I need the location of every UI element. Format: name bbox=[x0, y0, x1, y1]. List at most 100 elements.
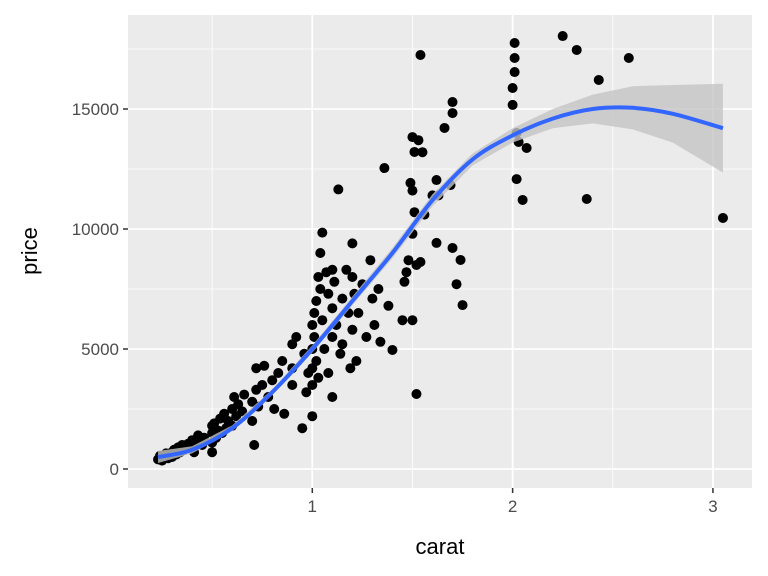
point bbox=[269, 403, 280, 414]
point bbox=[593, 74, 604, 85]
point bbox=[447, 242, 458, 253]
point bbox=[439, 122, 450, 133]
point bbox=[335, 348, 346, 359]
point bbox=[239, 389, 250, 400]
point bbox=[315, 247, 326, 258]
point bbox=[379, 163, 390, 174]
point bbox=[257, 379, 268, 390]
point bbox=[327, 391, 338, 402]
point bbox=[311, 295, 322, 306]
point bbox=[273, 367, 284, 378]
point bbox=[309, 307, 320, 318]
point bbox=[387, 344, 398, 355]
point bbox=[333, 184, 344, 195]
point bbox=[247, 415, 258, 426]
x-tick-label: 3 bbox=[708, 497, 717, 516]
point bbox=[369, 319, 380, 330]
point bbox=[407, 185, 418, 196]
point bbox=[401, 267, 412, 278]
point bbox=[367, 293, 378, 304]
point bbox=[323, 288, 334, 299]
point bbox=[313, 271, 324, 282]
point bbox=[509, 67, 520, 78]
point bbox=[411, 388, 422, 399]
point bbox=[447, 108, 458, 119]
point bbox=[323, 367, 334, 378]
point bbox=[267, 375, 278, 386]
point bbox=[287, 379, 298, 390]
y-tick-label: 15000 bbox=[72, 100, 119, 119]
point bbox=[365, 255, 376, 266]
y-axis-title: price bbox=[17, 227, 42, 275]
point bbox=[317, 315, 328, 326]
point bbox=[327, 331, 338, 342]
point bbox=[291, 331, 302, 342]
y-tick-label: 5000 bbox=[81, 340, 119, 359]
x-axis-title: carat bbox=[416, 534, 465, 559]
point bbox=[351, 355, 362, 366]
point bbox=[309, 331, 320, 342]
x-tick-label: 1 bbox=[308, 497, 317, 516]
point bbox=[397, 315, 408, 326]
point bbox=[373, 283, 384, 294]
point bbox=[337, 293, 348, 304]
point bbox=[337, 339, 348, 350]
point bbox=[307, 379, 318, 390]
y-tick-label: 0 bbox=[110, 460, 119, 479]
point bbox=[717, 212, 728, 223]
point bbox=[517, 194, 528, 205]
x-tick-label: 2 bbox=[508, 497, 517, 516]
point bbox=[623, 53, 634, 64]
point bbox=[431, 237, 442, 248]
point bbox=[307, 319, 318, 330]
point bbox=[347, 324, 358, 335]
point bbox=[413, 135, 424, 146]
point bbox=[581, 194, 592, 205]
smooth-line bbox=[157, 105, 724, 459]
point bbox=[319, 343, 330, 354]
point bbox=[251, 363, 262, 374]
point bbox=[347, 271, 358, 282]
point bbox=[405, 177, 416, 188]
point bbox=[409, 146, 420, 157]
point bbox=[237, 406, 248, 417]
point bbox=[249, 439, 260, 450]
point bbox=[511, 174, 522, 185]
point bbox=[457, 300, 468, 311]
point bbox=[207, 447, 218, 458]
point bbox=[279, 408, 290, 419]
point bbox=[521, 143, 532, 154]
point bbox=[311, 355, 322, 366]
point bbox=[447, 97, 458, 108]
y-tick-label: 10000 bbox=[72, 220, 119, 239]
point bbox=[403, 255, 414, 266]
point bbox=[557, 31, 568, 42]
point bbox=[347, 238, 358, 249]
point bbox=[571, 44, 582, 55]
point bbox=[375, 336, 386, 347]
point bbox=[415, 50, 426, 61]
point bbox=[353, 307, 364, 318]
point bbox=[509, 38, 520, 49]
point bbox=[507, 83, 518, 94]
point bbox=[399, 276, 410, 287]
point bbox=[361, 331, 372, 342]
point bbox=[509, 53, 520, 64]
point bbox=[407, 315, 418, 326]
point bbox=[313, 372, 324, 383]
point bbox=[329, 276, 340, 287]
point bbox=[301, 387, 312, 398]
point bbox=[307, 411, 318, 422]
point bbox=[327, 264, 338, 275]
point bbox=[345, 363, 356, 374]
point bbox=[409, 207, 420, 218]
confidence-band bbox=[158, 83, 723, 463]
point bbox=[451, 279, 462, 290]
point bbox=[455, 254, 466, 265]
point bbox=[341, 264, 352, 275]
point bbox=[297, 423, 308, 434]
point bbox=[327, 303, 338, 314]
point bbox=[415, 256, 426, 267]
point bbox=[507, 99, 518, 110]
